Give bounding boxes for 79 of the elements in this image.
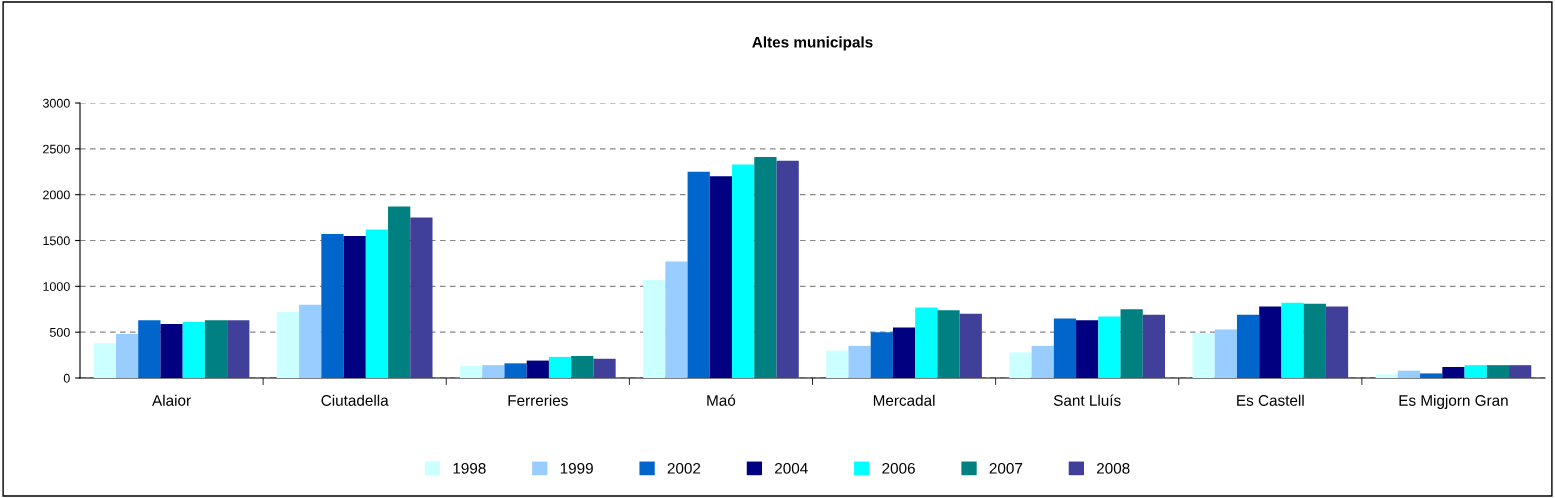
bar bbox=[321, 234, 344, 378]
y-tick-label: 2500 bbox=[43, 144, 70, 154]
legend-label: 1999 bbox=[560, 462, 593, 474]
bar bbox=[227, 320, 250, 378]
bar bbox=[1486, 365, 1510, 378]
legend-label: 2002 bbox=[667, 462, 701, 474]
bar bbox=[1259, 306, 1282, 378]
chart-title: Altes municipals bbox=[752, 36, 873, 51]
bar bbox=[388, 206, 411, 378]
legend-label: 2008 bbox=[1096, 462, 1130, 474]
bar bbox=[482, 365, 505, 378]
bar bbox=[892, 327, 916, 378]
bar bbox=[182, 322, 205, 378]
x-tick-label: Mercadal bbox=[873, 394, 935, 406]
x-tick-label: Es Castell bbox=[1237, 394, 1304, 406]
bar bbox=[1053, 318, 1077, 378]
y-tick-label: 3000 bbox=[42, 98, 70, 108]
y-tick-label: 1000 bbox=[43, 282, 70, 291]
bar bbox=[1236, 314, 1260, 378]
y-tick-label: 2000 bbox=[43, 190, 70, 200]
bar bbox=[848, 345, 871, 378]
y-tick-label: 1500 bbox=[43, 236, 70, 246]
bar bbox=[204, 320, 228, 378]
bar bbox=[365, 229, 389, 378]
y-tick-label: 500 bbox=[49, 327, 70, 337]
bar bbox=[937, 310, 960, 378]
bar bbox=[687, 171, 710, 378]
bar bbox=[343, 235, 366, 378]
bar bbox=[776, 160, 799, 378]
bar bbox=[459, 366, 483, 378]
bar bbox=[1509, 365, 1532, 378]
bar bbox=[709, 176, 733, 378]
bar bbox=[504, 363, 527, 378]
legend-label: 1998 bbox=[453, 462, 486, 474]
bar bbox=[93, 343, 116, 378]
bar bbox=[1442, 367, 1465, 378]
bar bbox=[571, 356, 594, 378]
bar bbox=[665, 261, 688, 378]
bar bbox=[1076, 320, 1099, 378]
legend-label: 2007 bbox=[989, 462, 1023, 474]
bar bbox=[138, 320, 161, 378]
bar bbox=[1009, 352, 1032, 378]
bar bbox=[732, 164, 755, 378]
y-tick-label: 0 bbox=[63, 373, 70, 383]
x-tick-label: Sant Lluís bbox=[1053, 394, 1121, 406]
bar bbox=[548, 356, 572, 378]
x-tick-label: Maó bbox=[707, 394, 736, 406]
legend-label: 2006 bbox=[882, 462, 915, 474]
bar bbox=[1214, 329, 1237, 378]
bar bbox=[160, 323, 183, 378]
bar bbox=[1375, 374, 1398, 378]
x-tick-label: Alaior bbox=[152, 394, 191, 406]
bar bbox=[1098, 316, 1121, 378]
bar bbox=[870, 332, 893, 378]
bar bbox=[115, 334, 139, 378]
bar bbox=[754, 157, 777, 378]
bar bbox=[299, 304, 322, 378]
x-tick-label: Ferreries bbox=[508, 394, 568, 406]
bar bbox=[1420, 373, 1443, 378]
bar bbox=[593, 358, 616, 378]
bar bbox=[1142, 314, 1166, 378]
bar bbox=[1464, 365, 1487, 378]
bar bbox=[959, 313, 982, 378]
bar bbox=[1303, 303, 1326, 378]
bar bbox=[526, 360, 549, 378]
bar bbox=[1192, 333, 1215, 378]
x-tick-label: Es Migjorn Gran bbox=[1399, 394, 1508, 409]
bar bbox=[1325, 306, 1349, 378]
x-tick-label: Ciutadella bbox=[321, 394, 389, 406]
bar bbox=[826, 350, 849, 378]
bar bbox=[1120, 309, 1143, 378]
bar bbox=[1281, 302, 1304, 378]
bar bbox=[276, 312, 300, 378]
bar bbox=[915, 307, 938, 378]
bar bbox=[643, 279, 666, 378]
bar bbox=[1397, 370, 1421, 378]
bar bbox=[1031, 345, 1054, 378]
legend-label: 2004 bbox=[775, 462, 808, 474]
bar bbox=[410, 217, 433, 378]
